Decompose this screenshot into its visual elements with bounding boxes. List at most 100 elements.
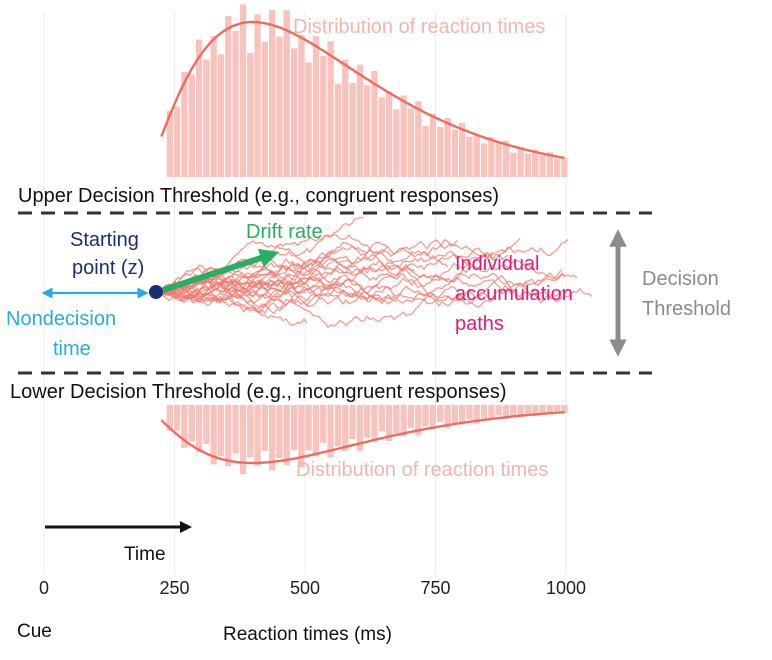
accumulation-path xyxy=(159,238,569,302)
histogram-bar xyxy=(269,10,276,177)
histogram-bar xyxy=(247,405,254,458)
histogram-bar xyxy=(546,152,553,177)
histogram-bar xyxy=(195,39,203,177)
nondecision-label-line1: Nondecision xyxy=(6,308,116,330)
histogram-bar xyxy=(502,405,510,419)
histogram-bar xyxy=(407,108,415,177)
histogram-bar xyxy=(327,41,334,178)
histogram-bar xyxy=(480,405,488,419)
histogram-bar xyxy=(532,149,539,177)
histogram-bar xyxy=(473,134,480,177)
accumulation-path xyxy=(159,258,566,295)
histogram-bar xyxy=(298,405,305,468)
drift-rate-label: Drift rate xyxy=(246,221,323,243)
histogram-bar xyxy=(510,152,517,177)
x-tick-label-1000: 1000 xyxy=(546,578,586,598)
histogram-bar xyxy=(166,110,173,177)
histogram-bar xyxy=(429,405,437,429)
histogram-bar xyxy=(195,405,203,453)
histogram-bar xyxy=(210,405,217,465)
accumulation-path xyxy=(159,259,578,313)
histogram-bar xyxy=(510,405,517,416)
histogram-bar xyxy=(334,405,342,447)
paths-label-line3: paths xyxy=(455,313,504,335)
upper-density-curve xyxy=(160,20,565,160)
histogram-bar xyxy=(261,405,268,451)
histogram-bar xyxy=(283,10,290,178)
accumulation-path xyxy=(159,268,563,307)
histogram-bar xyxy=(437,405,444,422)
histogram-bar xyxy=(400,95,407,177)
histogram-bar xyxy=(276,405,283,459)
histogram-bar xyxy=(225,16,232,177)
histogram-bar xyxy=(290,48,298,178)
upper-distribution-label: Distribution of reaction times xyxy=(293,16,545,38)
histogram-bar xyxy=(290,405,298,451)
histogram-bar xyxy=(466,136,473,177)
histogram-bar xyxy=(276,36,283,177)
accumulation-path xyxy=(159,238,458,296)
decision-threshold-label-line1: Decision xyxy=(642,268,719,290)
histogram-bar xyxy=(181,72,188,177)
starting-point-dot xyxy=(149,285,163,299)
histogram-bar xyxy=(305,62,312,177)
accumulation-path xyxy=(159,273,398,302)
lower-threshold-label: Lower Decision Threshold (e.g., incongru… xyxy=(10,381,507,403)
histogram-bar xyxy=(210,36,217,177)
histogram-bar xyxy=(342,59,349,178)
histogram-bar xyxy=(495,405,502,416)
starting-point-label-line1: Starting xyxy=(70,229,139,251)
paths-label-line2: accumulation xyxy=(455,283,573,305)
histogram-bar xyxy=(415,101,422,177)
histogram-bar xyxy=(539,405,546,413)
histogram-bar xyxy=(444,405,451,429)
histogram-bar xyxy=(385,405,393,442)
histogram-bar xyxy=(327,405,334,458)
histogram-bar xyxy=(320,56,327,177)
histogram-bar xyxy=(261,41,268,177)
histogram-bar xyxy=(385,91,393,177)
histogram-bar xyxy=(393,109,400,177)
histogram-bar xyxy=(188,74,195,177)
histogram-bar xyxy=(298,35,305,178)
histogram-bar xyxy=(247,53,254,177)
histogram-bar xyxy=(459,405,466,425)
histogram-bar xyxy=(422,125,429,177)
x-axis-label: Reaction times (ms) xyxy=(223,624,392,645)
histogram-bar xyxy=(407,405,415,428)
histogram-bar xyxy=(334,83,342,177)
starting-point-label-line2: point (z) xyxy=(72,257,144,279)
histogram-bar xyxy=(451,405,458,423)
histogram-bar xyxy=(378,97,385,177)
histogram-bar xyxy=(554,405,561,412)
histogram-bar xyxy=(254,405,261,466)
histogram-bar xyxy=(269,405,276,471)
histogram-bar xyxy=(539,155,546,177)
histogram-bar xyxy=(364,85,371,177)
accumulation-path xyxy=(159,274,569,329)
histogram-bar xyxy=(473,405,480,424)
lower-histogram xyxy=(166,405,568,475)
accumulation-path xyxy=(159,250,335,297)
histogram-bar xyxy=(393,405,400,434)
histogram-bar xyxy=(283,405,290,466)
histogram-bar xyxy=(312,405,320,457)
histogram-bar xyxy=(239,4,247,177)
x-tick-label-500: 500 xyxy=(290,578,320,598)
nondecision-label-line2: time xyxy=(53,338,91,360)
histogram-bar xyxy=(342,405,349,451)
histogram-bar xyxy=(232,30,239,178)
upper-threshold-label: Upper Decision Threshold (e.g., congruen… xyxy=(18,185,499,207)
histogram-bar xyxy=(488,405,495,420)
histogram-bar xyxy=(546,405,553,414)
histogram-bar xyxy=(305,405,312,451)
histogram-bar xyxy=(422,405,429,427)
histogram-bar xyxy=(561,157,568,177)
histogram-bar xyxy=(532,405,539,417)
cue-label: Cue xyxy=(17,621,52,642)
histogram-bar xyxy=(429,113,437,177)
decision-threshold-label-line2: Threshold xyxy=(642,298,731,320)
x-tick-label-750: 750 xyxy=(420,578,450,598)
histogram-bar xyxy=(437,126,444,177)
histogram-bar xyxy=(349,82,356,177)
